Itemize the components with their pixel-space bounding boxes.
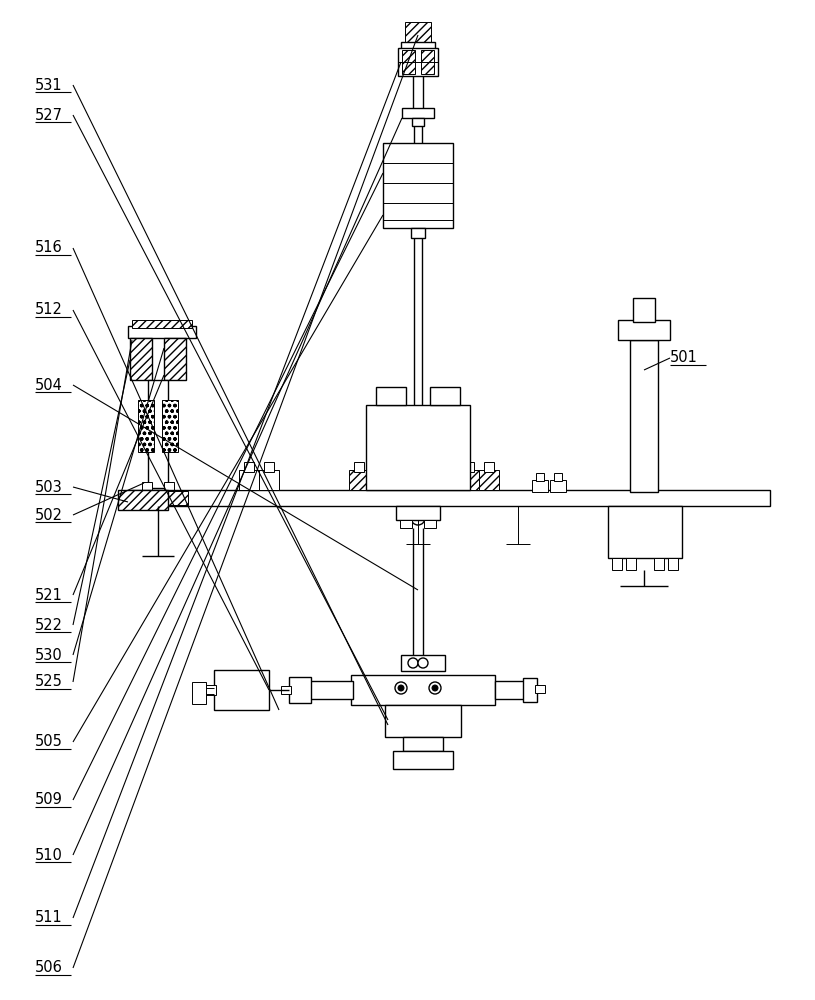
Bar [626, 558, 636, 570]
Bar [412, 118, 424, 126]
Bar [192, 682, 206, 704]
Bar [400, 520, 412, 528]
Text: 530: 530 [35, 648, 63, 662]
Bar [281, 686, 291, 694]
Text: 505: 505 [35, 734, 63, 750]
Bar [204, 685, 216, 695]
Text: 527: 527 [35, 107, 63, 122]
Bar [128, 326, 196, 338]
Bar [130, 491, 158, 505]
Bar [668, 558, 678, 570]
Bar [421, 50, 434, 74]
Bar [239, 470, 259, 490]
Text: 504: 504 [35, 377, 63, 392]
Bar [402, 50, 415, 74]
Circle shape [418, 658, 428, 668]
Text: 506: 506 [35, 960, 63, 976]
Text: 503: 503 [35, 480, 63, 494]
Text: 501: 501 [670, 351, 698, 365]
Bar [550, 480, 566, 492]
Bar [142, 482, 152, 490]
Bar [118, 490, 168, 510]
Text: 510: 510 [35, 848, 63, 862]
Bar [383, 143, 453, 228]
Bar [402, 108, 434, 118]
Bar [164, 482, 174, 490]
Bar [536, 473, 544, 481]
Bar [214, 670, 269, 710]
Bar [430, 387, 460, 405]
Bar [403, 737, 443, 751]
Bar [464, 462, 474, 472]
Text: 502: 502 [35, 508, 63, 522]
Bar [405, 22, 431, 44]
Bar [633, 298, 655, 322]
Bar [385, 705, 461, 737]
Bar [396, 506, 440, 520]
Bar [401, 42, 435, 50]
Text: 522: 522 [35, 617, 63, 633]
Bar [351, 675, 495, 705]
Bar [618, 320, 670, 340]
Bar [608, 506, 682, 558]
Text: 516: 516 [35, 240, 63, 255]
Bar [459, 470, 479, 490]
Bar [612, 558, 622, 570]
Bar [244, 462, 254, 472]
Bar [523, 678, 537, 702]
Bar [401, 655, 445, 671]
Bar [132, 320, 192, 328]
Bar [349, 470, 369, 490]
Circle shape [398, 685, 404, 691]
Bar [495, 681, 525, 699]
Circle shape [408, 658, 418, 668]
Bar [369, 470, 389, 490]
Bar [374, 462, 384, 472]
Bar [162, 400, 178, 452]
Bar [366, 405, 470, 490]
Bar [535, 685, 545, 693]
Text: 531: 531 [35, 78, 63, 93]
Bar [130, 338, 152, 380]
Text: 521: 521 [35, 587, 63, 602]
Bar [554, 473, 562, 481]
Bar [289, 677, 311, 703]
Bar [138, 400, 154, 452]
Bar [424, 520, 436, 528]
Bar [376, 387, 406, 405]
Bar [411, 228, 425, 238]
Bar [264, 462, 274, 472]
Bar [148, 380, 168, 488]
Bar [164, 338, 186, 380]
Bar [309, 681, 353, 699]
Text: 509: 509 [35, 792, 63, 808]
Bar [479, 470, 499, 490]
Bar [130, 490, 770, 506]
Bar [393, 751, 453, 769]
Bar [398, 48, 438, 76]
Circle shape [432, 685, 438, 691]
Text: 511: 511 [35, 910, 63, 926]
Bar [484, 462, 494, 472]
Bar [532, 480, 548, 492]
Bar [259, 470, 279, 490]
Bar [654, 558, 664, 570]
Bar [158, 491, 188, 505]
Bar [630, 340, 658, 492]
Text: 512: 512 [35, 302, 63, 318]
Bar [354, 462, 364, 472]
Text: 525: 525 [35, 674, 63, 690]
